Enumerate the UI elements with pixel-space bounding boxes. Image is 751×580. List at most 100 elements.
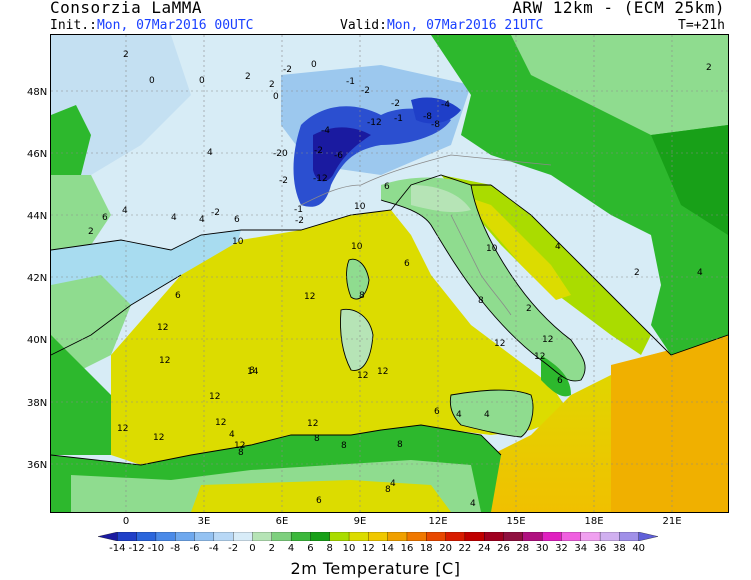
colorbar-cell (368, 532, 389, 541)
colorbar-cell (252, 532, 273, 541)
colorbar-label: 16 (400, 543, 414, 554)
forecast-step: T=+21h (678, 18, 725, 33)
point-value-label: -8 (431, 120, 440, 130)
coast-italy (380, 184, 586, 382)
lon-tick-3e: 3E (197, 516, 211, 527)
colorbar-label: -6 (189, 543, 200, 554)
colorbar-cell (619, 532, 640, 541)
point-labels: 20 0 2-2 020-1-2-4-12 -1 -8-4-8-2-20 -2-12-6-2… (88, 50, 712, 509)
point-value-label: 4 (171, 213, 177, 223)
point-value-label: -2 (283, 65, 292, 75)
colorbar-cell (445, 532, 466, 541)
colorbar-cell (290, 532, 311, 541)
borders (300, 154, 552, 316)
point-value-label: 10 (486, 244, 498, 254)
point-value-label: -1 (294, 205, 303, 215)
coast-sicily (449, 389, 534, 438)
point-value-label: 2 (245, 72, 251, 82)
lat-tick-44n: 44N (27, 211, 48, 222)
point-value-label: 8 (314, 434, 320, 444)
lon-tick-15e: 15E (506, 516, 526, 527)
colorbar-cell (406, 532, 427, 541)
colorbar-label: 0 (249, 543, 256, 554)
map-svg: 20 0 2-2 020-1-2-4-12 -1 -8-4-8-2-20 -2-12-6-2… (51, 35, 728, 512)
land-sahara-warm (191, 480, 451, 512)
point-value-label: 12 (153, 433, 164, 443)
lon-tick-18e: 18E (584, 516, 604, 527)
colorbar-cell (175, 532, 196, 541)
point-value-label: -2 (279, 176, 288, 186)
colorbar-cell (464, 532, 485, 541)
point-value-label: 2 (123, 50, 129, 60)
point-value-label: 4 (390, 479, 396, 489)
point-value-label: 12 (307, 419, 318, 429)
colorbar-label: 40 (632, 543, 646, 554)
colorbar-label: 24 (477, 543, 491, 554)
colorbar-label: 36 (593, 543, 607, 554)
colorbar-label: 28 (516, 543, 530, 554)
sea-adriatic-warm (461, 195, 571, 300)
colorbar-cell (522, 532, 543, 541)
land-iberia-south (51, 335, 121, 455)
point-value-label: 8 (478, 296, 484, 306)
point-value-label: 4 (555, 242, 561, 252)
colorbar-label: 32 (555, 543, 568, 554)
border-italy-regions (450, 214, 512, 316)
colorbar-label: 14 (381, 543, 395, 554)
point-value-label: 6 (404, 259, 410, 269)
colorbar-cell (426, 532, 447, 541)
colorbar-cell (136, 532, 157, 541)
colorbar-cell (599, 532, 620, 541)
point-value-label: -1 (346, 77, 355, 87)
land-iberia-green (51, 275, 131, 380)
coast-sardinia (340, 308, 374, 371)
point-value-label: 4 (697, 268, 703, 278)
point-value-label: 12 (209, 392, 220, 402)
valid-label: Valid: (340, 18, 387, 33)
land-west-light (51, 175, 111, 250)
point-value-label: 6 (175, 291, 181, 301)
alps-cold-east (411, 97, 461, 124)
colorbar-label: 38 (613, 543, 626, 554)
point-value-label: 12 (159, 356, 170, 366)
point-value-label: 4 (229, 430, 235, 440)
point-value-label: 4 (484, 410, 490, 420)
point-value-label: 6 (234, 215, 240, 225)
colorbar-label: 2 (268, 543, 275, 554)
model-name: ARW 12km - (ECM 25km) (512, 0, 725, 17)
colorbar-cell (155, 532, 176, 541)
init-value: Mon, 07Mar2016 00UTC (96, 18, 254, 33)
point-value-label: 12 (357, 371, 368, 381)
lat-tick-36n: 36N (27, 460, 48, 471)
point-value-label: 4 (470, 499, 476, 509)
colorbar-label: -4 (208, 543, 219, 554)
point-value-label: 6 (557, 376, 563, 386)
colorbar-label: 22 (458, 543, 472, 554)
land-northeast-light (511, 35, 728, 135)
point-value-label: 6 (316, 496, 322, 506)
colorbar-cell (194, 532, 215, 541)
sea-ionian-warm (611, 335, 728, 512)
colorbar-cell (580, 532, 601, 541)
colorbar-cell (387, 532, 408, 541)
point-value-label: -6 (334, 151, 343, 161)
point-value-label: 6 (102, 213, 108, 223)
point-value-label: -20 (273, 149, 288, 159)
lon-tick-0: 0 (122, 516, 130, 527)
colorbar-label: -14 (109, 543, 126, 554)
colorbar-cell (541, 532, 562, 541)
lon-tick-6e: 6E (275, 516, 289, 527)
point-value-label: 10 (354, 202, 366, 212)
colorbar-cell (271, 532, 292, 541)
colorbar-cell (98, 532, 118, 541)
colorbar-cell (117, 532, 138, 541)
lat-tick-40n: 40N (27, 335, 48, 346)
colorbar-label: 12 (361, 543, 375, 554)
header: Consorzia LaMMA ARW 12km - (ECM 25km) In… (0, 0, 751, 36)
colorbar-cell (329, 532, 350, 541)
point-value-label: 12 (304, 292, 315, 302)
point-value-label: 8 (397, 440, 403, 450)
colorbar-label: 4 (287, 543, 295, 554)
colorbar-label: -12 (128, 543, 145, 554)
colorbar-cell (348, 532, 369, 541)
